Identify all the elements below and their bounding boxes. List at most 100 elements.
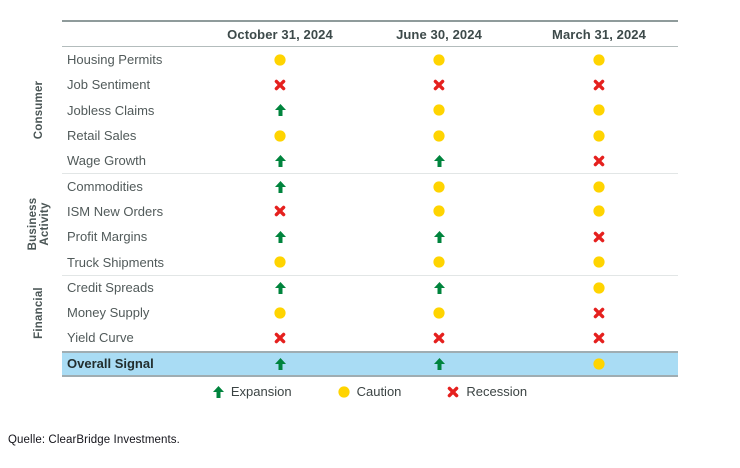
row-label: Housing Permits [67,52,163,68]
signal-cell [358,154,520,167]
group-label-consumer: Consumer [33,80,45,140]
caution-dot-icon [433,307,445,319]
table-row: Yield Curve [62,325,678,350]
row-label: ISM New Orders [67,203,164,219]
signal-cell [358,54,520,66]
recession-dashboard-table: October 31, 2024 June 30, 2024 March 31,… [62,20,678,377]
table-row: Truck Shipments [62,249,678,274]
signal-cell [358,129,520,142]
column-header-march: March 31, 2024 [552,26,646,42]
signal-cell [202,357,358,370]
legend-item: Expansion [212,384,292,399]
caution-dot-icon [593,54,605,66]
legend-item: Caution [337,384,402,399]
recession-x-icon [274,332,286,344]
expansion-arrow-icon [212,385,224,398]
signal-cell [358,256,520,268]
signal-cell [520,155,678,167]
signal-cell [202,129,358,142]
signal-cell [520,256,678,268]
caution-dot-icon [274,307,286,319]
row-label: Profit Margins [67,229,148,245]
signal-cell [358,205,520,218]
signal-cell [520,54,678,66]
signal-cell [520,205,678,218]
overall-signal-row: Overall Signal [62,350,678,377]
row-label: Jobless Claims [67,102,155,118]
caution-dot-icon [274,54,286,66]
table-header-row: October 31, 2024 June 30, 2024 March 31,… [62,20,678,47]
caution-dot-icon [593,282,605,294]
expansion-arrow-icon [433,357,445,370]
table-row: ISM New Orders [62,199,678,224]
signal-cell [202,307,358,319]
signal-cell [202,104,358,117]
row-label: Retail Sales [67,128,137,144]
caution-dot-icon [433,181,445,193]
signal-cell [202,54,358,66]
table-row: Credit Spreads [62,274,678,300]
table-body: Housing Permits Job Sentiment Jobless Clai… [62,47,678,351]
signal-cell [358,332,520,344]
legend-label: Caution [356,384,402,399]
signal-cell [520,282,678,294]
caution-dot-icon [593,205,605,218]
table-row: Jobless Claims [62,98,678,123]
signal-cell [520,129,678,142]
caution-dot-icon [593,256,605,268]
signal-cell [202,230,358,243]
caution-dot-icon [337,385,350,398]
signal-cell [202,180,358,193]
table-row: Housing Permits [62,47,678,72]
caution-dot-icon [274,256,286,268]
recession-x-icon [433,332,445,344]
signal-cell [520,79,678,91]
expansion-arrow-icon [433,230,445,243]
recession-x-icon [593,155,605,167]
recession-x-icon [448,386,459,397]
table-row: Money Supply [62,300,678,325]
row-label: Job Sentiment [67,77,151,93]
overall-signal-label: Overall Signal [67,356,154,372]
signal-cell [358,104,520,116]
expansion-arrow-icon [274,104,286,117]
signal-cell [520,231,678,243]
legend-icon [212,385,224,398]
signal-cell [358,230,520,243]
signal-cell [520,357,678,370]
signal-cell [520,104,678,116]
table-row: Profit Margins [62,224,678,249]
row-label: Yield Curve [67,330,134,346]
signal-cell [202,256,358,268]
signal-cell [358,281,520,294]
group-label-financial: Financial [33,287,45,339]
column-header-june: June 30, 2024 [396,26,482,42]
expansion-arrow-icon [274,357,286,370]
recession-x-icon [593,231,605,243]
source-note: Quelle: ClearBridge Investments. [8,434,180,446]
expansion-arrow-icon [274,281,286,294]
table-row: Job Sentiment [62,72,678,97]
recession-x-icon [593,332,605,344]
caution-dot-icon [593,104,605,116]
row-label: Money Supply [67,305,150,321]
caution-dot-icon [274,129,286,142]
legend-icon [337,385,350,398]
table-row: Wage Growth [62,148,678,173]
caution-dot-icon [593,357,605,370]
group-label-business-activity: Business Activity [27,197,51,251]
row-label: Commodities [67,179,143,195]
table-row: Retail Sales [62,123,678,148]
caution-dot-icon [593,181,605,193]
row-label: Credit Spreads [67,280,154,296]
signal-cell [202,79,358,91]
legend: Expansion Caution Recession [62,384,678,399]
signal-cell [358,357,520,370]
expansion-arrow-icon [274,180,286,193]
signal-cell [358,79,520,91]
recession-x-icon [274,206,286,217]
caution-dot-icon [433,54,445,66]
signal-cell [202,332,358,344]
expansion-arrow-icon [274,154,286,167]
signal-cell [520,181,678,193]
